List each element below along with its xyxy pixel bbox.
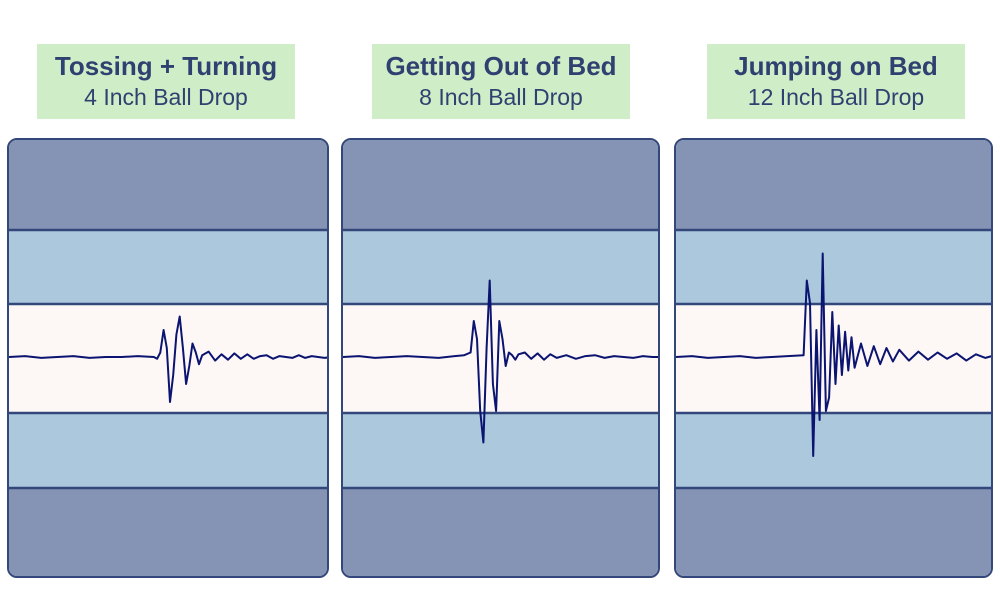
chart-panel-1: [7, 138, 329, 578]
motion-trace-1-1: [9, 315, 327, 403]
band-top: [343, 140, 658, 230]
chart-title-2: Getting Out of Bed: [385, 51, 617, 81]
chart-subtitle-2: 8 Inch Ball Drop: [419, 84, 583, 110]
band-lower: [343, 413, 658, 488]
label-box-3: Jumping on Bed 12 Inch Ball Drop: [707, 44, 965, 119]
chart-title-3: Jumping on Bed: [734, 51, 938, 81]
band-lower: [9, 413, 327, 488]
motion-trace-2-1: [343, 279, 658, 444]
band-lower: [676, 413, 991, 488]
chart-svg-1: [9, 140, 327, 576]
band-upper: [676, 230, 991, 304]
band-bottom: [676, 488, 991, 576]
chart-svg-3: [676, 140, 991, 576]
band-upper: [343, 230, 658, 304]
band-top: [676, 140, 991, 230]
band-bottom: [343, 488, 658, 576]
band-bottom: [9, 488, 327, 576]
label-box-2: Getting Out of Bed 8 Inch Ball Drop: [372, 44, 630, 119]
chart-title-1: Tossing + Turning: [54, 51, 278, 81]
label-box-1: Tossing + Turning 4 Inch Ball Drop: [37, 44, 295, 119]
chart-subtitle-1: 4 Inch Ball Drop: [84, 84, 248, 110]
chart-panel-3: [674, 138, 993, 578]
band-top: [9, 140, 327, 230]
chart-svg-2: [343, 140, 658, 576]
band-center: [343, 304, 658, 413]
chart-panel-2: [341, 138, 660, 578]
chart-subtitle-3: 12 Inch Ball Drop: [747, 84, 925, 110]
motion-trace-3-1: [676, 252, 991, 457]
band-upper: [9, 230, 327, 304]
